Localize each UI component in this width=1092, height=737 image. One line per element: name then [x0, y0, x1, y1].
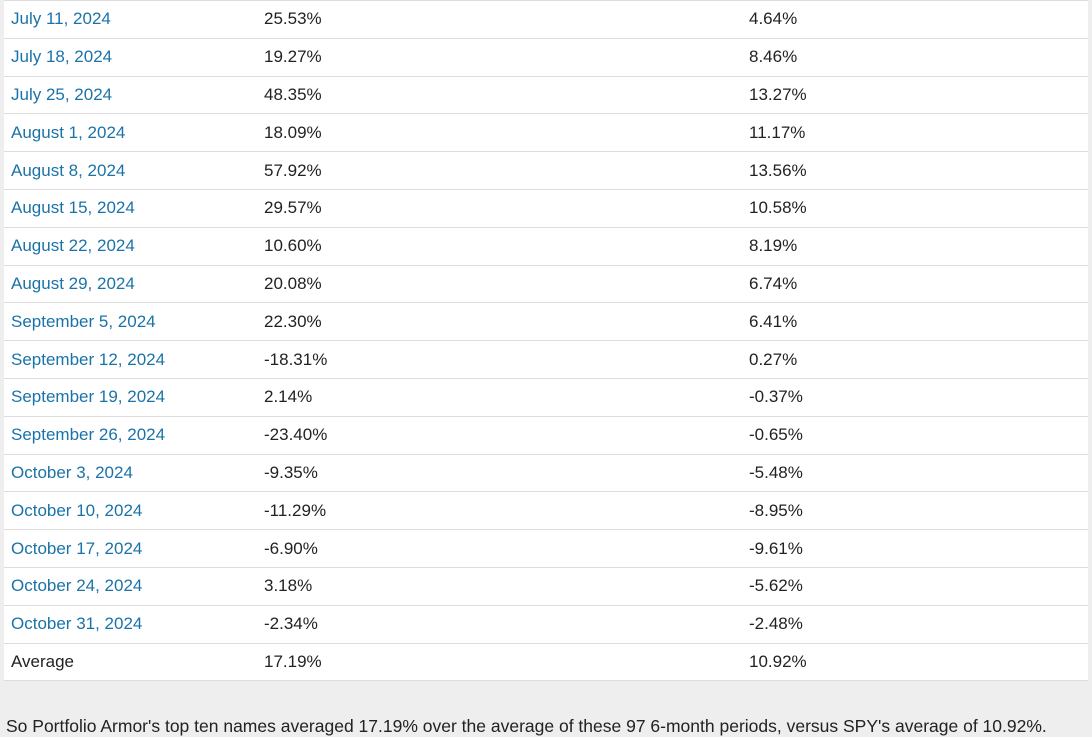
table-row: October 3, 2024 -9.35% -5.48%	[4, 454, 1088, 493]
date-cell: September 5, 2024	[4, 302, 257, 342]
top-ten-return-cell: -11.29%	[257, 491, 742, 531]
spy-return-cell: -0.65%	[742, 416, 1088, 455]
date-cell: July 25, 2024	[4, 76, 257, 115]
date-link[interactable]: July 18, 2024	[11, 47, 113, 67]
spy-return-cell: 0.27%	[742, 340, 1088, 379]
spy-return-cell: -0.37%	[742, 378, 1088, 417]
date-link[interactable]: October 3, 2024	[11, 462, 133, 482]
table-row: August 22, 2024 10.60% 8.19%	[4, 227, 1088, 266]
summary-paragraph: So Portfolio Armor's top ten names avera…	[6, 715, 1047, 736]
table-row: September 12, 2024 -18.31% 0.27%	[4, 340, 1088, 379]
top-ten-return-cell: -6.90%	[257, 529, 742, 568]
top-ten-return-cell: 20.08%	[257, 265, 742, 304]
table-row: August 1, 2024 18.09% 11.17%	[4, 113, 1088, 153]
spy-return-cell: -5.62%	[742, 567, 1088, 606]
date-cell: October 24, 2024	[4, 567, 257, 606]
top-ten-return-cell: -9.35%	[257, 454, 742, 493]
table-row: September 26, 2024 -23.40% -0.65%	[4, 416, 1088, 455]
performance-table-body: July 11, 2024 25.53% 4.64% July 18, 2024…	[4, 0, 1088, 682]
date-link[interactable]: September 19, 2024	[11, 387, 166, 407]
table-row: July 18, 2024 19.27% 8.46%	[4, 38, 1088, 77]
date-link[interactable]: October 31, 2024	[11, 614, 143, 634]
date-link[interactable]: September 5, 2024	[11, 311, 156, 331]
average-label: Average	[4, 643, 257, 682]
date-cell: August 15, 2024	[4, 189, 257, 228]
date-cell: August 22, 2024	[4, 227, 257, 266]
date-cell: July 18, 2024	[4, 38, 257, 77]
date-link[interactable]: August 1, 2024	[11, 122, 126, 142]
spy-return-cell: -8.95%	[742, 491, 1088, 531]
date-link[interactable]: July 11, 2024	[11, 9, 111, 29]
date-link[interactable]: July 25, 2024	[11, 84, 113, 104]
article-body: July 11, 2024 25.53% 4.64% July 18, 2024…	[4, 0, 1088, 736]
date-cell: October 31, 2024	[4, 605, 257, 644]
date-link[interactable]: October 24, 2024	[11, 576, 143, 596]
spy-average-cell: 10.92%	[742, 643, 1088, 682]
spy-return-cell: 13.56%	[742, 151, 1088, 190]
performance-table: July 11, 2024 25.53% 4.64% July 18, 2024…	[4, 0, 1088, 682]
table-row: July 11, 2024 25.53% 4.64%	[4, 0, 1088, 39]
date-link[interactable]: September 12, 2024	[11, 349, 166, 369]
date-link[interactable]: October 10, 2024	[11, 500, 143, 520]
table-row: August 29, 2024 20.08% 6.74%	[4, 265, 1088, 304]
top-ten-return-cell: 57.92%	[257, 151, 742, 190]
date-cell: August 1, 2024	[4, 113, 257, 153]
table-row: October 17, 2024 -6.90% -9.61%	[4, 529, 1088, 568]
table-row: October 10, 2024 -11.29% -8.95%	[4, 491, 1088, 531]
spy-return-cell: 10.58%	[742, 189, 1088, 228]
date-link[interactable]: September 26, 2024	[11, 425, 166, 445]
table-row: July 25, 2024 48.35% 13.27%	[4, 76, 1088, 115]
spy-return-cell: 11.17%	[742, 113, 1088, 153]
date-cell: August 29, 2024	[4, 265, 257, 304]
spy-return-cell: 8.19%	[742, 227, 1088, 266]
date-cell: July 11, 2024	[4, 0, 257, 39]
date-cell: October 10, 2024	[4, 491, 257, 531]
spy-return-cell: 4.64%	[742, 0, 1088, 39]
date-link[interactable]: October 17, 2024	[11, 538, 143, 558]
top-ten-return-cell: -18.31%	[257, 340, 742, 379]
date-link[interactable]: August 22, 2024	[11, 236, 135, 256]
date-cell: October 17, 2024	[4, 529, 257, 568]
date-cell: September 19, 2024	[4, 378, 257, 417]
top-ten-return-cell: 2.14%	[257, 378, 742, 417]
spy-return-cell: 13.27%	[742, 76, 1088, 115]
top-ten-return-cell: 3.18%	[257, 567, 742, 606]
table-row: September 19, 2024 2.14% -0.37%	[4, 378, 1088, 417]
table-row: October 31, 2024 -2.34% -2.48%	[4, 605, 1088, 644]
average-row: Average 17.19% 10.92%	[4, 643, 1088, 682]
date-cell: October 3, 2024	[4, 454, 257, 493]
top-ten-return-cell: 18.09%	[257, 113, 742, 153]
top-ten-average-cell: 17.19%	[257, 643, 742, 682]
spy-return-cell: -2.48%	[742, 605, 1088, 644]
date-cell: August 8, 2024	[4, 151, 257, 190]
top-ten-return-cell: 10.60%	[257, 227, 742, 266]
spy-return-cell: 6.74%	[742, 265, 1088, 304]
table-row: September 5, 2024 22.30% 6.41%	[4, 302, 1088, 342]
date-link[interactable]: August 8, 2024	[11, 160, 126, 180]
top-ten-return-cell: -2.34%	[257, 605, 742, 644]
date-link[interactable]: August 29, 2024	[11, 273, 135, 293]
date-cell: September 26, 2024	[4, 416, 257, 455]
spy-return-cell: 6.41%	[742, 302, 1088, 342]
top-ten-return-cell: -23.40%	[257, 416, 742, 455]
table-row: August 8, 2024 57.92% 13.56%	[4, 151, 1088, 190]
top-ten-return-cell: 25.53%	[257, 0, 742, 39]
top-ten-return-cell: 19.27%	[257, 38, 742, 77]
table-row: August 15, 2024 29.57% 10.58%	[4, 189, 1088, 228]
table-row: October 24, 2024 3.18% -5.62%	[4, 567, 1088, 606]
top-ten-return-cell: 48.35%	[257, 76, 742, 115]
spy-return-cell: 8.46%	[742, 38, 1088, 77]
spy-return-cell: -5.48%	[742, 454, 1088, 493]
spy-return-cell: -9.61%	[742, 529, 1088, 568]
top-ten-return-cell: 22.30%	[257, 302, 742, 342]
date-link[interactable]: August 15, 2024	[11, 198, 135, 218]
date-cell: September 12, 2024	[4, 340, 257, 379]
top-ten-return-cell: 29.57%	[257, 189, 742, 228]
